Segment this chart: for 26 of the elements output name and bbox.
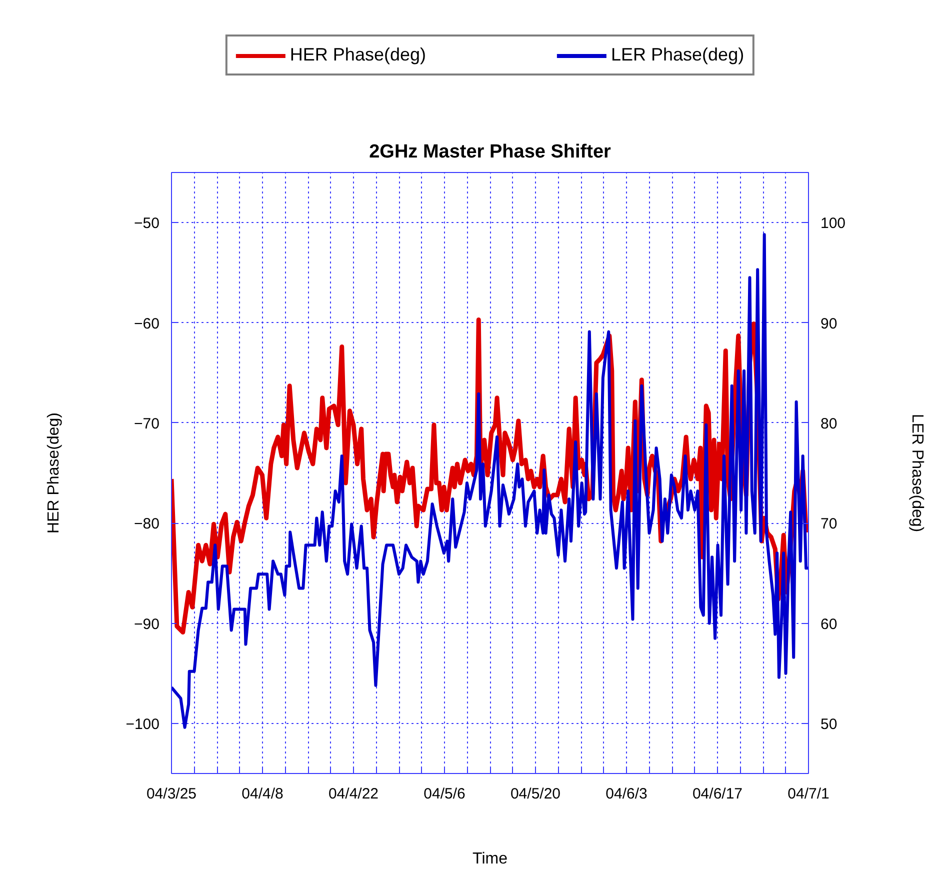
x-axis-title: Time — [472, 850, 508, 868]
y-tick-label: −100 — [126, 716, 160, 733]
legend-label: HER Phase(deg) — [290, 44, 426, 66]
y2-tick-label: 70 — [820, 516, 838, 533]
y-tick-label: −90 — [134, 616, 160, 633]
y2-tick-label: 90 — [820, 315, 838, 332]
y-axis-title: HER Phase(deg) — [46, 412, 63, 534]
y-tick-label: −60 — [134, 315, 160, 332]
y-tick-label: −80 — [134, 516, 160, 533]
y2-tick-label: 80 — [820, 415, 838, 432]
y-tick-label: −70 — [134, 415, 160, 432]
legend-label: LER Phase(deg) — [611, 44, 744, 66]
x-tick-label: 04/6/3 — [606, 786, 648, 802]
x-tick-label: 04/6/17 — [692, 786, 743, 802]
chart-title: 2GHz Master Phase Shifter — [369, 142, 612, 162]
y-tick-label: −50 — [134, 215, 160, 232]
y2-tick-label: 60 — [820, 616, 838, 633]
x-tick-label: 04/4/8 — [242, 786, 284, 802]
y2-tick-label: 100 — [820, 215, 846, 232]
x-tick-label: 04/5/6 — [424, 786, 466, 802]
x-tick-label: 04/5/20 — [510, 786, 561, 802]
x-tick-label: 04/3/25 — [146, 786, 197, 802]
y2-tick-label: 50 — [820, 716, 838, 733]
x-tick-label: 04/7/1 — [788, 786, 830, 802]
y2-axis-title: LER Phase(deg) — [908, 414, 926, 532]
x-tick-label: 04/4/22 — [328, 786, 379, 802]
